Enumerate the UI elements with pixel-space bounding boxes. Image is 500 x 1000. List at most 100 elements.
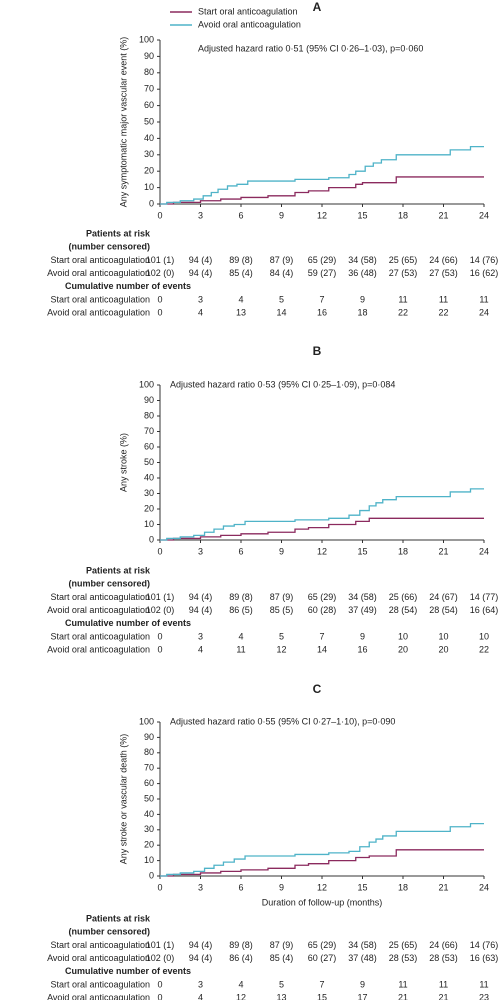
table-heading: Cumulative number of events <box>65 281 191 291</box>
x-tick-label: 12 <box>317 546 327 556</box>
table-subheading: (number censored) <box>68 242 150 252</box>
table-cell: 65 (29) <box>308 940 337 950</box>
step-line <box>160 517 484 541</box>
y-tick-label: 100 <box>139 379 154 389</box>
table-cell: 11 <box>479 294 488 304</box>
row-label: Avoid oral anticoagulation <box>47 993 150 1000</box>
table-cell: 4 <box>198 645 203 655</box>
y-tick-label: 50 <box>144 116 154 126</box>
table-cell: 59 (27) <box>308 268 337 278</box>
table-cell: 0 <box>157 979 162 989</box>
table-cell: 14 (76) <box>470 940 499 950</box>
row-label: Avoid oral anticoagulation <box>47 645 150 655</box>
x-tick-label: 12 <box>317 210 327 220</box>
table-cell: 4 <box>238 631 243 641</box>
x-tick-label: 3 <box>198 546 203 556</box>
table-cell: 4 <box>198 308 203 318</box>
table-heading: Patients at risk <box>86 913 151 923</box>
x-tick-label: 0 <box>157 546 162 556</box>
table-cell: 24 <box>479 308 489 318</box>
table-cell: 9 <box>360 979 365 989</box>
table-cell: 65 (29) <box>308 592 337 602</box>
step-line <box>160 822 484 877</box>
y-tick-label: 30 <box>144 488 154 498</box>
table-cell: 37 (48) <box>348 953 377 963</box>
table-cell: 85 (4) <box>229 268 253 278</box>
table-cell: 7 <box>319 631 324 641</box>
x-tick-label: 24 <box>479 546 489 556</box>
x-tick-label: 21 <box>438 210 448 220</box>
table-cell: 5 <box>279 631 284 641</box>
x-tick-label: 21 <box>438 546 448 556</box>
table-cell: 11 <box>439 979 448 989</box>
table-cell: 89 (8) <box>229 592 253 602</box>
y-tick-label: 70 <box>144 84 154 94</box>
table-cell: 21 <box>438 993 448 1000</box>
table-cell: 102 (0) <box>146 605 175 615</box>
y-tick-label: 80 <box>144 67 154 77</box>
table-cell: 9 <box>360 294 365 304</box>
table-cell: 11 <box>439 294 448 304</box>
row-label: Start oral anticoagulation <box>50 940 150 950</box>
step-line <box>160 176 484 205</box>
table-cell: 89 (8) <box>229 255 253 265</box>
table-cell: 12 <box>236 993 246 1000</box>
table-cell: 22 <box>398 308 408 318</box>
y-tick-label: 90 <box>144 732 154 742</box>
annotation: Adjusted hazard ratio 0·53 (95% CI 0·25–… <box>170 379 395 389</box>
table-cell: 7 <box>319 294 324 304</box>
x-tick-label: 6 <box>238 210 243 220</box>
y-tick-label: 80 <box>144 410 154 420</box>
table-cell: 11 <box>479 979 488 989</box>
table-cell: 28 (54) <box>429 605 458 615</box>
table-subheading: (number censored) <box>68 927 150 937</box>
table-cell: 16 (63) <box>470 953 499 963</box>
x-tick-label: 9 <box>279 882 284 892</box>
row-label: Start oral anticoagulation <box>50 592 150 602</box>
table-cell: 16 <box>357 645 367 655</box>
table-cell: 86 (5) <box>229 605 253 615</box>
y-tick-label: 60 <box>144 778 154 788</box>
table-cell: 94 (4) <box>189 953 213 963</box>
table-cell: 27 (53) <box>389 268 418 278</box>
table-cell: 94 (4) <box>189 592 213 602</box>
table-cell: 16 <box>317 308 327 318</box>
table-cell: 37 (49) <box>348 605 377 615</box>
table-cell: 0 <box>157 993 162 1000</box>
table-cell: 25 (65) <box>389 255 418 265</box>
table-cell: 10 <box>479 631 489 641</box>
table-cell: 13 <box>276 993 286 1000</box>
table-cell: 101 (1) <box>146 940 175 950</box>
table-cell: 87 (9) <box>270 255 294 265</box>
x-tick-label: 9 <box>279 210 284 220</box>
x-tick-label: 24 <box>479 210 489 220</box>
table-cell: 101 (1) <box>146 592 175 602</box>
table-cell: 14 (76) <box>470 255 499 265</box>
legend-label: Avoid oral anticoagulation <box>198 19 301 29</box>
y-tick-label: 20 <box>144 166 154 176</box>
y-tick-label: 30 <box>144 149 154 159</box>
x-tick-label: 18 <box>398 546 408 556</box>
table-cell: 20 <box>438 645 448 655</box>
x-tick-label: 15 <box>357 882 367 892</box>
table-cell: 85 (4) <box>270 953 294 963</box>
table-cell: 25 (66) <box>389 592 418 602</box>
x-tick-label: 3 <box>198 210 203 220</box>
table-cell: 22 <box>479 645 489 655</box>
table-cell: 86 (4) <box>229 953 253 963</box>
table-cell: 4 <box>198 993 203 1000</box>
row-label: Avoid oral anticoagulation <box>47 953 150 963</box>
table-cell: 102 (0) <box>146 953 175 963</box>
table-cell: 94 (4) <box>189 605 213 615</box>
x-axis-label: Duration of follow-up (months) <box>262 897 383 907</box>
table-cell: 89 (8) <box>229 940 253 950</box>
x-tick-label: 15 <box>357 546 367 556</box>
y-tick-label: 80 <box>144 747 154 757</box>
table-cell: 34 (58) <box>348 592 377 602</box>
annotation: Adjusted hazard ratio 0·55 (95% CI 0·27–… <box>170 716 395 726</box>
table-cell: 4 <box>238 294 243 304</box>
table-cell: 102 (0) <box>146 268 175 278</box>
table-cell: 16 (62) <box>470 268 499 278</box>
y-axis-label: Any symptomatic major vascular event (%) <box>118 37 128 208</box>
y-tick-label: 70 <box>144 763 154 773</box>
